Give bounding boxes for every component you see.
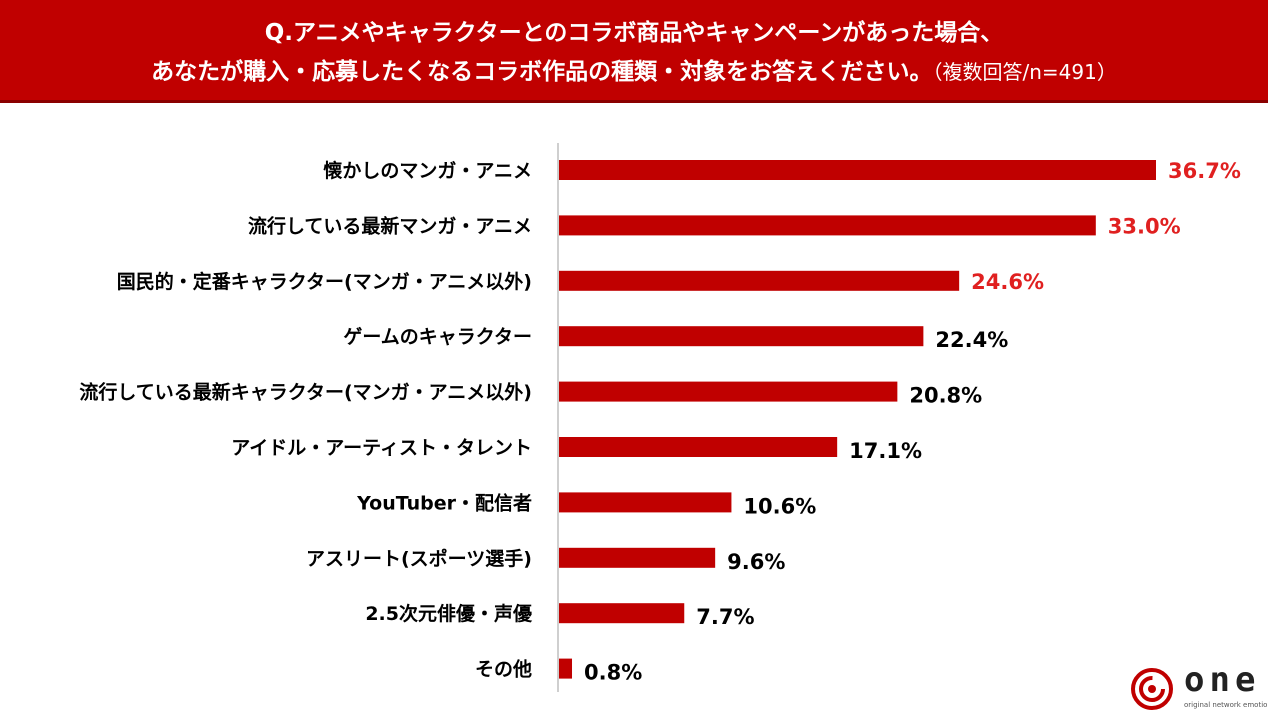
question-line-2: あなたが購入・応募したくなるコラボ作品の種類・対象をお答えください。（複数回答/… [0, 52, 1268, 86]
value-label: 9.6% [727, 550, 785, 574]
category-label: 懐かしのマンガ・アニメ [323, 159, 532, 182]
value-label: 33.0% [1108, 214, 1181, 238]
value-label: 0.8% [584, 661, 642, 685]
bar [559, 437, 838, 457]
category-label: YouTuber・配信者 [356, 491, 532, 514]
bars-group: 懐かしのマンガ・アニメ 36.7% 流行している最新マンガ・アニメ 33.0% 国民的・… [79, 159, 1241, 685]
category-label: アイドル・アーティスト・タレント [231, 437, 532, 459]
bar [559, 270, 960, 291]
value-label: 20.8% [909, 384, 982, 408]
logo-mark-icon [1131, 668, 1173, 710]
value-label: 36.7% [1168, 159, 1241, 183]
bar [559, 492, 732, 513]
category-label: 流行している最新キャラクター(マンガ・アニメ以外) [79, 381, 532, 404]
bar [559, 215, 1096, 236]
category-label: アスリート(スポーツ選手) [306, 547, 532, 570]
category-label: 流行している最新マンガ・アニメ [248, 214, 532, 237]
logo-tagline: original network emotion [1184, 701, 1268, 709]
bar [559, 160, 1156, 180]
brand-logo: one original network emotion [1130, 660, 1268, 711]
question-text: あなたが購入・応募したくなるコラボ作品の種類・対象をお答えください。 [151, 59, 933, 85]
bar [559, 547, 716, 568]
value-label: 17.1% [849, 439, 922, 463]
question-line-1: Q.アニメやキャラクターとのコラボ商品やキャンペーンがあった場合、 [264, 20, 1004, 46]
bar [559, 326, 924, 347]
value-label: 24.6% [971, 270, 1044, 294]
category-label: 国民的・定番キャラクター(マンガ・アニメ以外) [117, 270, 532, 293]
bar [559, 381, 898, 402]
bar [559, 658, 573, 679]
bar [559, 603, 685, 624]
sample-note: （複数回答/n=491） [932, 60, 1117, 84]
category-label: その他 [475, 658, 532, 681]
logo-word: one [1184, 660, 1261, 700]
category-label: ゲームのキャラクター [343, 326, 532, 348]
value-label: 7.7% [696, 605, 754, 629]
value-label: 10.6% [743, 494, 816, 518]
question-header: Q.アニメやキャラクターとのコラボ商品やキャンペーンがあった場合、 あなたが購入… [0, 0, 1268, 103]
category-label: 2.5次元俳優・声優 [365, 602, 533, 625]
value-label: 22.4% [935, 328, 1008, 352]
